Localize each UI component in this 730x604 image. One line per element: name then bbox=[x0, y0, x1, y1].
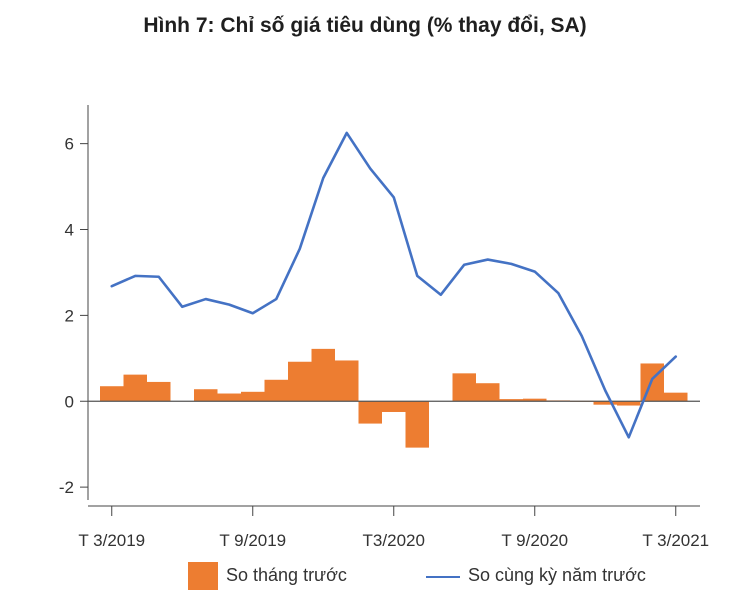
x-tick-label: T 3/2019 bbox=[78, 531, 145, 550]
bar-mark bbox=[311, 348, 335, 402]
bar-mark bbox=[405, 401, 429, 448]
y-tick-label: 6 bbox=[65, 135, 74, 154]
bar-mark bbox=[264, 379, 288, 402]
x-tick-label: T 9/2019 bbox=[219, 531, 286, 550]
bar-mark bbox=[358, 401, 382, 424]
bar-mark bbox=[241, 391, 265, 402]
bar-mark bbox=[335, 360, 359, 402]
bar-mark bbox=[499, 399, 523, 402]
x-tick-label: T3/2020 bbox=[363, 531, 425, 550]
line-series bbox=[110, 131, 678, 439]
bar-mark bbox=[452, 373, 476, 402]
legend-line-swatch bbox=[426, 576, 460, 578]
bar-mark bbox=[382, 401, 406, 412]
bar-series bbox=[100, 348, 688, 448]
y-tick-label: 0 bbox=[65, 392, 74, 411]
bar-mark bbox=[123, 374, 147, 402]
x-tick-label: T 9/2020 bbox=[501, 531, 568, 550]
chart-axes bbox=[80, 105, 700, 516]
legend-line-label: So cùng kỳ năm trước bbox=[468, 565, 646, 585]
bar-mark bbox=[288, 361, 312, 402]
bar-mark bbox=[523, 398, 547, 402]
tick-labels: -2 0 2 4 6 T 3/2019 T 9/2019 T3/2020 T 9/2020 T 3… bbox=[59, 135, 709, 550]
bar-mark bbox=[217, 393, 241, 402]
legend: So tháng trước So cùng kỳ năm trước bbox=[0, 560, 730, 596]
bar-mark bbox=[194, 389, 218, 402]
y-tick-label: -2 bbox=[59, 478, 74, 497]
bar-mark bbox=[664, 392, 688, 402]
bar-mark bbox=[476, 383, 500, 402]
x-tick-label: T 3/2021 bbox=[642, 531, 709, 550]
bar-mark bbox=[100, 386, 124, 402]
chart-title: Hình 7: Chỉ số giá tiêu dùng (% thay đổi… bbox=[143, 14, 587, 37]
bar-mark bbox=[617, 401, 641, 406]
bar-mark bbox=[147, 381, 171, 402]
legend-bar-swatch bbox=[188, 562, 218, 590]
legend-bar-label: So tháng trước bbox=[226, 565, 347, 585]
y-tick-label: 4 bbox=[65, 221, 74, 240]
line-mark bbox=[110, 131, 678, 439]
bar-mark bbox=[593, 401, 617, 405]
y-tick-label: 2 bbox=[65, 306, 74, 325]
